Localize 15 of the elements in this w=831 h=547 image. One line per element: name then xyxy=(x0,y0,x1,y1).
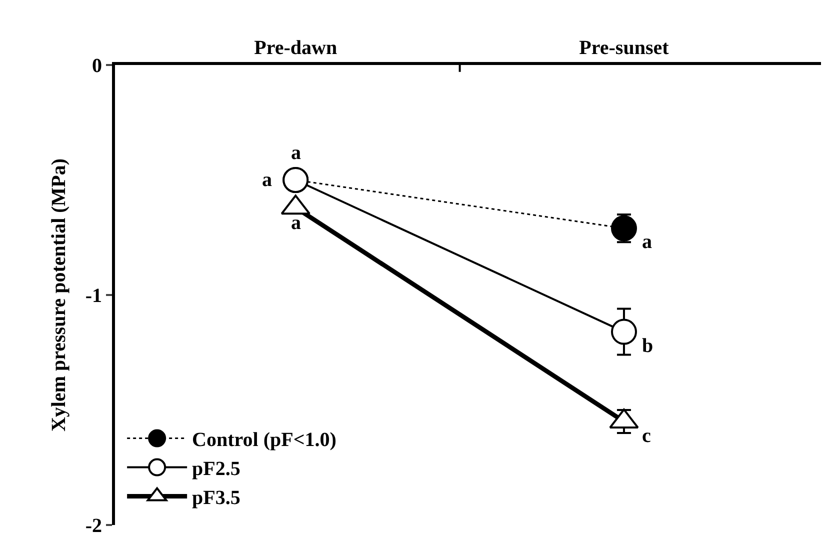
legend-label: Control (pF<1.0) xyxy=(192,429,336,452)
legend-label: pF3.5 xyxy=(192,487,240,510)
x-tick-label: Pre-dawn xyxy=(254,37,338,59)
annotation: a xyxy=(291,212,301,234)
annotation: c xyxy=(642,425,651,447)
x-tick-label: Pre-sunset xyxy=(579,37,670,59)
annotation: a xyxy=(291,142,301,164)
annotation: a xyxy=(642,231,652,253)
y-axis-title: Xylem pressure potential (MPa) xyxy=(48,158,70,432)
y-tick-label: 0 xyxy=(92,55,102,77)
annotation: a xyxy=(262,169,272,191)
y-tick-label: -2 xyxy=(85,515,102,537)
legend-label: pF2.5 xyxy=(192,458,240,480)
y-tick-label: -1 xyxy=(85,285,102,307)
annotation: b xyxy=(642,335,654,357)
